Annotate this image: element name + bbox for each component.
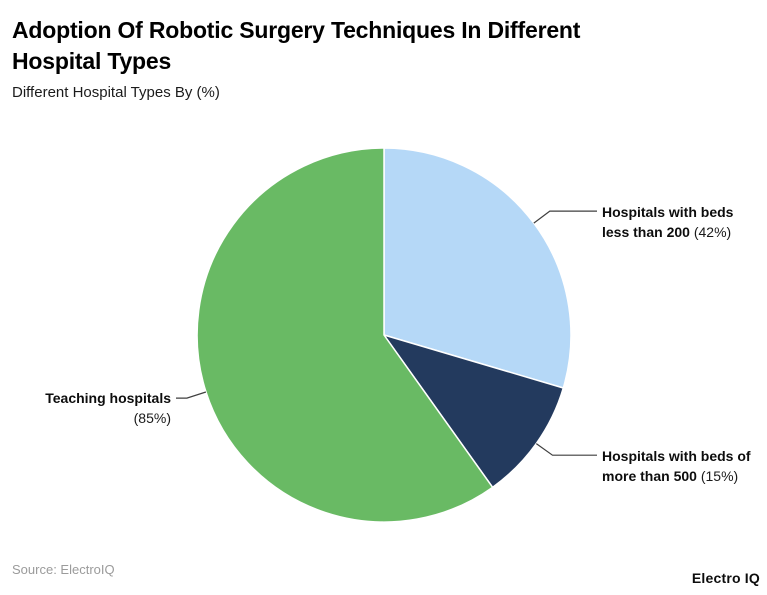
- pie-label-beds-more-than-500: Hospitals with beds of more than 500 (15…: [602, 446, 751, 486]
- leader-line-beds-less-than-200: [533, 210, 597, 224]
- pie-slice-beds-less-than-200: [383, 147, 572, 389]
- brand-logo: Electro IQ: [691, 570, 760, 586]
- chart-title: Adoption Of Robotic Surgery Techniques I…: [12, 17, 581, 74]
- pie-label-line: less than 200 (42%): [602, 224, 732, 240]
- pie-label-percent: (15%): [700, 468, 739, 484]
- leader-line-teaching-hospitals: [176, 391, 207, 399]
- leader-line-beds-more-than-500: [535, 443, 597, 456]
- pie-label-line: Teaching hospitals: [45, 390, 171, 406]
- pie-label-beds-less-than-200: Hospitals with beds less than 200 (42%): [602, 202, 733, 242]
- pie-label-line: more than 500 (15%): [602, 468, 739, 484]
- pie-label-line: (85%): [20, 408, 171, 428]
- chart-subtitle: Different Hospital Types By (%): [12, 84, 220, 101]
- pie-label-line: Hospitals with beds: [602, 204, 734, 220]
- pie-label-percent: (42%): [693, 224, 732, 240]
- pie-label-percent: (85%): [133, 410, 171, 426]
- pie-label-teaching-hospitals: Teaching hospitals (85%): [20, 388, 171, 428]
- source-note: Source: ElectroIQ: [12, 562, 115, 577]
- pie-slice-beds-more-than-500: [383, 334, 565, 489]
- pie-label-line: Hospitals with beds of: [602, 448, 751, 464]
- pie-slice-teaching-hospitals: [196, 147, 494, 523]
